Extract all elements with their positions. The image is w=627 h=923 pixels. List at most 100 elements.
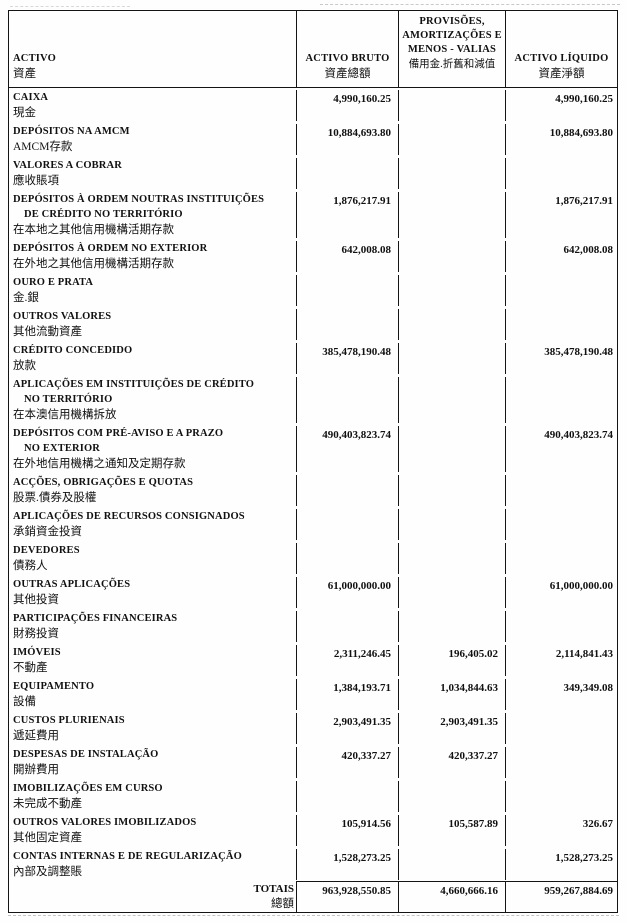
- row-value-liquido: [505, 611, 617, 642]
- header-liquido-pt: ACTIVO LÍQUIDO: [514, 53, 609, 64]
- row-value-bruto: [296, 475, 398, 506]
- row-label-cn: 財務投資: [13, 628, 59, 640]
- row-value-bruto: 642,008.08: [296, 241, 398, 272]
- row-value-bruto: 1,528,273.25: [296, 849, 398, 880]
- row-label-cn: 其他固定資產: [13, 832, 82, 844]
- row-label-pt1: OUTROS VALORES IMOBILIZADOS: [13, 817, 197, 828]
- row-value-bruto: 1,876,217.91: [296, 192, 398, 238]
- row-label-pt1: CAIXA: [13, 92, 49, 103]
- table-row: CUSTOS PLURIENAIS 遞延費用 2,903,491.35 2,90…: [9, 711, 617, 745]
- table-row: CONTAS INTERNAS E DE REGULARIZAÇÃO 內部及調整…: [9, 847, 617, 881]
- row-label-pt2: DE CRÉDITO NO TERRITÓRIO: [24, 209, 183, 220]
- row-value-bruto: [296, 309, 398, 340]
- row-value-bruto: 4,990,160.25: [296, 90, 398, 121]
- header-activo-cn: 資產: [13, 68, 36, 80]
- row-label-cell: PARTICIPAÇÕES FINANCEIRAS 財務投資: [9, 611, 296, 642]
- row-value-bruto: [296, 611, 398, 642]
- row-value-liquido: [505, 275, 617, 306]
- table-row: DEVEDORES 債務人: [9, 541, 617, 575]
- row-label-pt1: CRÉDITO CONCEDIDO: [13, 345, 133, 356]
- row-value-liquido: [505, 781, 617, 812]
- scan-artifact-bottom: [8, 915, 619, 916]
- row-label-cell: OUTROS VALORES IMOBILIZADOS 其他固定資產: [9, 815, 296, 846]
- row-label-pt1: DEPÓSITOS COM PRÉ-AVISO E A PRAZO: [13, 428, 224, 439]
- row-label-cn: 放款: [13, 360, 36, 372]
- totals-value-provisoes: 4,660,666.16: [398, 881, 505, 912]
- row-value-liquido: 61,000,000.00: [505, 577, 617, 608]
- scan-artifact-top: [320, 4, 620, 5]
- totals-label-pt: TOTAIS: [253, 883, 294, 895]
- row-value-provisoes: [398, 192, 505, 238]
- table-row: IMOBILIZAÇÕES EM CURSO 未完成不動產: [9, 779, 617, 813]
- row-value-bruto: 10,884,693.80: [296, 124, 398, 155]
- header-cell-provisoes: PROVISÕES, AMORTIZAÇÕES E MENOS - VALIAS…: [398, 11, 505, 87]
- row-label-cn: 未完成不動產: [13, 798, 82, 810]
- row-label-cn: 股票.債券及股權: [13, 492, 97, 504]
- row-label-pt1: PARTICIPAÇÕES FINANCEIRAS: [13, 613, 178, 624]
- header-cell-activo-bruto: ACTIVO BRUTO 資產總額: [296, 11, 398, 87]
- header-cell-activo-liquido: ACTIVO LÍQUIDO 資產淨額: [505, 11, 617, 87]
- row-value-provisoes: [398, 309, 505, 340]
- row-value-liquido: 10,884,693.80: [505, 124, 617, 155]
- table-row: OUTROS VALORES IMOBILIZADOS 其他固定資產 105,9…: [9, 813, 617, 847]
- row-label-cell: DEPÓSITOS À ORDEM NOUTRAS INSTITUIÇÕES D…: [9, 192, 296, 238]
- row-value-provisoes: 1,034,844.63: [398, 679, 505, 710]
- row-value-liquido: 1,876,217.91: [505, 192, 617, 238]
- row-value-bruto: [296, 543, 398, 574]
- row-value-bruto: 385,478,190.48: [296, 343, 398, 374]
- row-value-provisoes: [398, 475, 505, 506]
- row-value-bruto: 420,337.27: [296, 747, 398, 778]
- row-value-liquido: 385,478,190.48: [505, 343, 617, 374]
- row-value-bruto: 105,914.56: [296, 815, 398, 846]
- row-value-liquido: 2,114,841.43: [505, 645, 617, 676]
- row-value-liquido: 349,349.08: [505, 679, 617, 710]
- row-label-cn: 現金: [13, 107, 36, 119]
- table-row: APLICAÇÕES DE RECURSOS CONSIGNADOS 承銷資金投…: [9, 507, 617, 541]
- row-label-cn: 遞延費用: [13, 730, 59, 742]
- row-value-provisoes: 2,903,491.35: [398, 713, 505, 744]
- header-provisoes-line3: MENOS - VALIAS: [407, 44, 497, 55]
- row-value-bruto: 2,903,491.35: [296, 713, 398, 744]
- table-row: DEPÓSITOS COM PRÉ-AVISO E A PRAZO NO EXT…: [9, 424, 617, 473]
- row-value-provisoes: [398, 509, 505, 540]
- row-label-pt1: OURO E PRATA: [13, 277, 94, 288]
- row-value-liquido: [505, 713, 617, 744]
- row-value-bruto: [296, 158, 398, 189]
- row-label-cell: OURO E PRATA 金.銀: [9, 275, 296, 306]
- row-label-cn: 在本地之其他信用機構活期存款: [13, 224, 174, 236]
- row-label-pt1: OUTRAS APLICAÇÕES: [13, 579, 131, 590]
- row-value-provisoes: [398, 158, 505, 189]
- row-value-provisoes: [398, 781, 505, 812]
- row-label-pt1: IMÓVEIS: [13, 647, 61, 658]
- balance-sheet-table: ACTIVO 資產 ACTIVO BRUTO 資產總額 PROVISÕES, A…: [8, 10, 618, 913]
- row-label-cn: 開辦費用: [13, 764, 59, 776]
- row-value-liquido: 4,990,160.25: [505, 90, 617, 121]
- header-provisoes-cn: 備用金.折舊和減值: [408, 59, 496, 70]
- row-value-liquido: [505, 747, 617, 778]
- row-value-bruto: 2,311,246.45: [296, 645, 398, 676]
- row-label-pt1: DEPÓSITOS À ORDEM NO EXTERIOR: [13, 243, 208, 254]
- table-row: DEPÓSITOS À ORDEM NO EXTERIOR 在外地之其他信用機構…: [9, 239, 617, 273]
- row-label-cell: CUSTOS PLURIENAIS 遞延費用: [9, 713, 296, 744]
- table-header: ACTIVO 資產 ACTIVO BRUTO 資產總額 PROVISÕES, A…: [9, 11, 617, 88]
- row-label-cn: 債務人: [13, 560, 48, 572]
- row-value-provisoes: [398, 377, 505, 423]
- row-value-provisoes: [398, 849, 505, 880]
- totals-label-cn: 總額: [271, 898, 294, 910]
- header-bruto-cn: 資產總額: [324, 68, 371, 80]
- row-value-provisoes: 196,405.02: [398, 645, 505, 676]
- row-value-provisoes: [398, 275, 505, 306]
- row-label-cn: 不動產: [13, 662, 48, 674]
- table-row: DESPESAS DE INSTALAÇÃO 開辦費用 420,337.27 4…: [9, 745, 617, 779]
- row-label-cn: 內部及調整賬: [13, 866, 82, 878]
- row-value-provisoes: [398, 611, 505, 642]
- row-value-bruto: [296, 377, 398, 423]
- row-value-bruto: 61,000,000.00: [296, 577, 398, 608]
- table-row: PARTICIPAÇÕES FINANCEIRAS 財務投資: [9, 609, 617, 643]
- header-provisoes-line2: AMORTIZAÇÕES E: [402, 30, 502, 41]
- row-label-cell: CAIXA 現金: [9, 90, 296, 121]
- row-value-provisoes: [398, 543, 505, 574]
- row-label-pt1: EQUIPAMENTO: [13, 681, 95, 692]
- row-label-pt1: DEPÓSITOS NA AMCM: [13, 126, 130, 137]
- row-value-bruto: 490,403,823.74: [296, 426, 398, 472]
